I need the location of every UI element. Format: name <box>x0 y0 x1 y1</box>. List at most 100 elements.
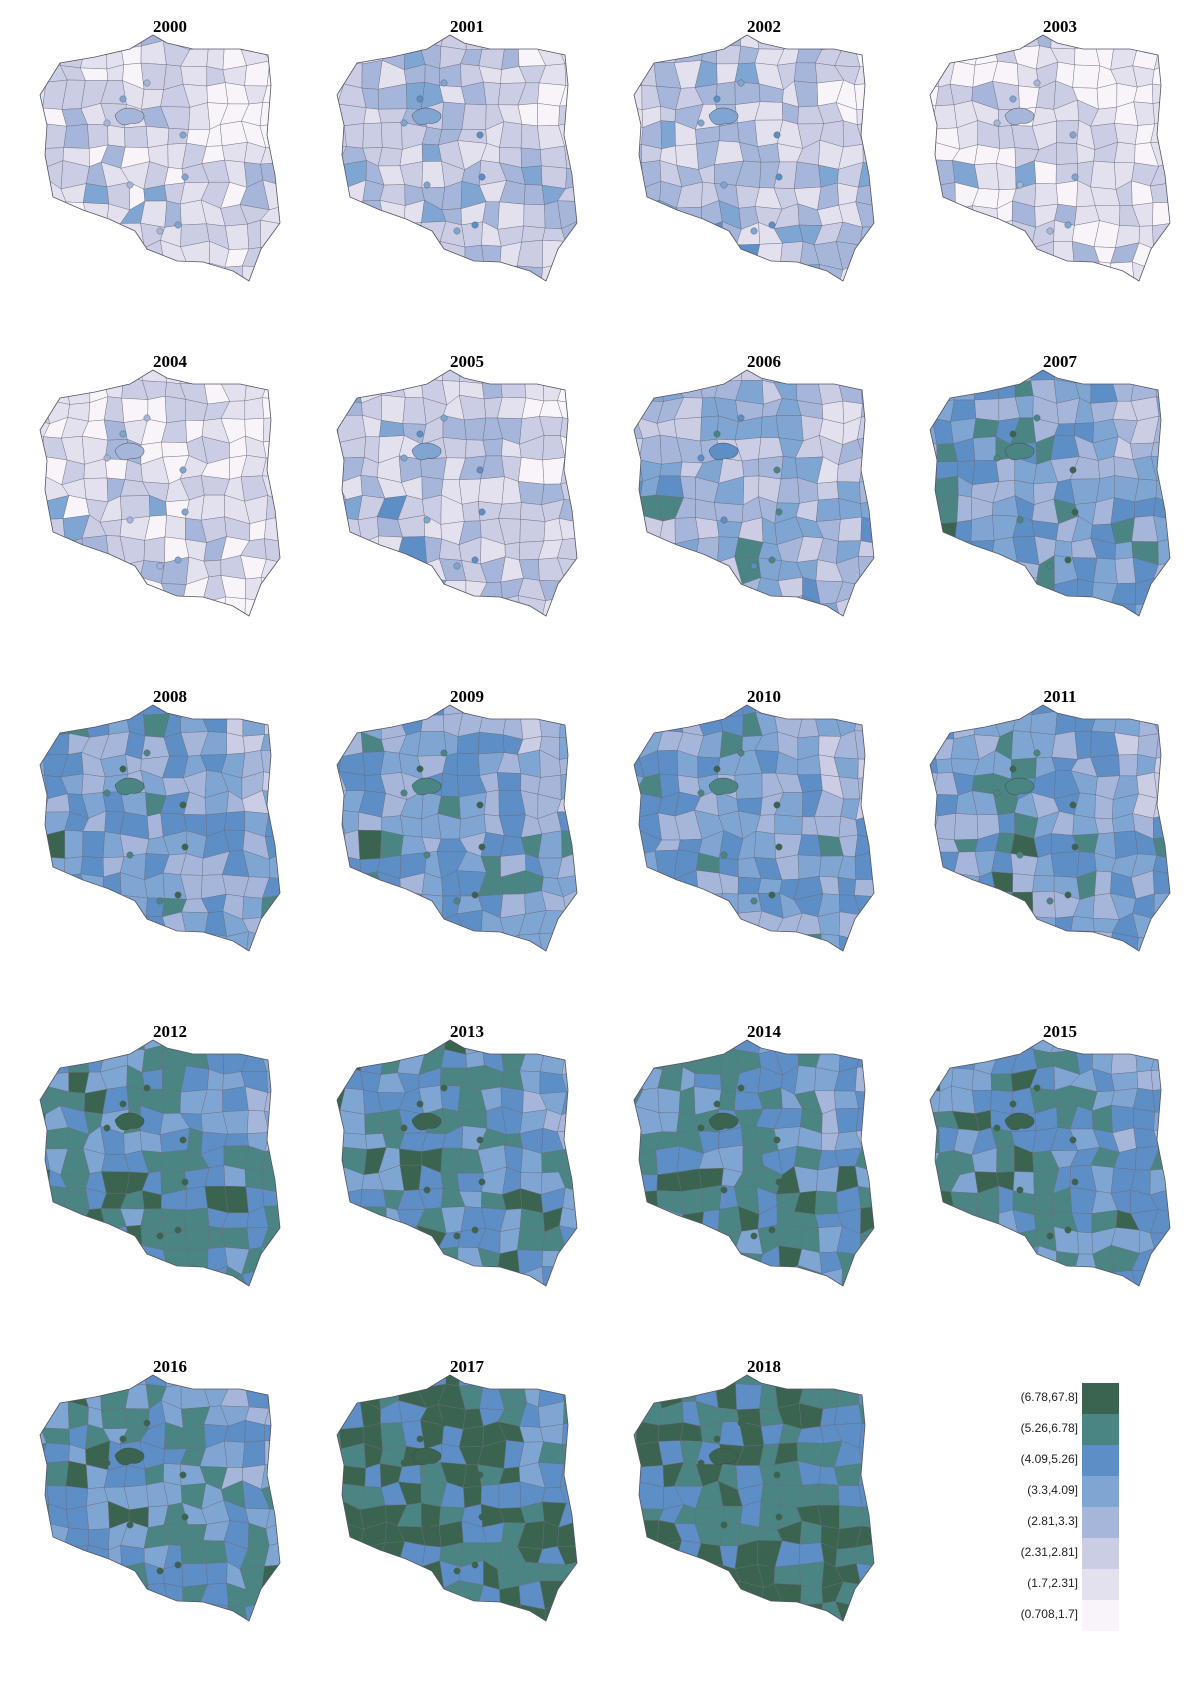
county-region <box>359 1292 382 1312</box>
county-region <box>420 914 444 937</box>
county-region <box>561 1421 577 1446</box>
county-region <box>399 617 424 642</box>
county-region <box>419 576 447 600</box>
county-region <box>259 1602 280 1621</box>
county-region <box>481 376 503 400</box>
county-region <box>40 577 50 602</box>
county-region <box>581 61 605 88</box>
county-region <box>285 1542 306 1565</box>
county-region <box>40 1601 51 1621</box>
county-region <box>634 1065 644 1090</box>
county-region <box>557 950 577 951</box>
county-region <box>950 576 980 604</box>
legend-swatch <box>1082 1507 1119 1538</box>
county-region <box>582 1086 606 1115</box>
county-region <box>659 461 683 477</box>
county-region <box>582 1066 606 1089</box>
county-region <box>561 1580 577 1603</box>
county-region <box>380 830 404 859</box>
county-region <box>714 140 744 165</box>
county-region <box>735 244 761 271</box>
county-region <box>40 1130 47 1150</box>
county-region <box>1171 163 1190 186</box>
country-border <box>39 1039 281 1287</box>
county-region <box>815 498 841 522</box>
county-region <box>164 267 190 281</box>
county-region <box>281 160 309 187</box>
county-region <box>934 896 960 918</box>
city-county <box>471 1226 479 1234</box>
county-region <box>337 597 342 616</box>
county-region <box>990 1089 1013 1115</box>
county-region <box>182 1602 202 1621</box>
county-region <box>288 121 304 145</box>
county-region <box>634 949 641 951</box>
map-panel: 2005 <box>327 340 607 640</box>
county-region <box>1110 261 1135 281</box>
poland-county-map <box>39 34 281 282</box>
county-region <box>40 42 64 66</box>
county-region <box>638 1252 663 1268</box>
county-region <box>737 1287 763 1312</box>
county-region <box>971 260 999 281</box>
county-region <box>84 263 111 281</box>
map-panel: 2000 <box>30 5 310 305</box>
county-region <box>578 1191 603 1210</box>
county-region <box>81 1272 110 1286</box>
county-region <box>223 811 246 831</box>
county-region <box>935 758 954 774</box>
county-region <box>503 1285 525 1286</box>
county-region <box>876 917 900 939</box>
county-region <box>559 718 577 738</box>
county-region <box>1053 598 1078 616</box>
county-region <box>932 851 960 879</box>
county-region <box>1091 712 1117 733</box>
county-region <box>284 1605 310 1628</box>
county-region <box>938 1288 959 1311</box>
panel-year-title: 2008 <box>153 687 187 706</box>
county-region <box>584 1544 601 1563</box>
county-region <box>1051 264 1080 281</box>
county-region <box>951 896 973 915</box>
county-region <box>558 264 577 281</box>
county-region <box>930 185 935 205</box>
county-region <box>581 183 602 203</box>
county-region <box>340 1285 361 1286</box>
county-region <box>876 1066 901 1093</box>
city-county <box>1016 516 1024 524</box>
county-region <box>1055 180 1078 208</box>
county-region <box>288 894 308 911</box>
county-region <box>357 952 381 980</box>
county-region <box>1012 873 1035 893</box>
county-region <box>338 934 360 951</box>
county-region <box>564 910 577 934</box>
county-region <box>101 1620 130 1621</box>
county-region <box>996 1144 1015 1173</box>
county-region <box>634 830 644 860</box>
panel-year-title: 2003 <box>1043 17 1077 36</box>
panel-year-title: 2015 <box>1043 1022 1077 1041</box>
county-region <box>104 458 128 480</box>
poland-county-map <box>633 1374 875 1622</box>
city-county <box>400 119 408 127</box>
county-region <box>1093 282 1114 310</box>
county-region <box>1179 421 1190 439</box>
county-region <box>440 772 460 798</box>
county-region <box>990 1073 1013 1092</box>
county-region <box>580 84 605 105</box>
county-region <box>338 1399 364 1430</box>
county-region <box>972 950 994 951</box>
county-region <box>442 437 467 459</box>
county-region <box>802 280 824 281</box>
county-region <box>737 893 763 914</box>
county-region <box>337 1447 342 1468</box>
county-region <box>834 1090 859 1110</box>
county-region <box>201 1624 230 1644</box>
county-region <box>1070 478 1101 505</box>
county-region <box>714 582 743 605</box>
county-region <box>164 288 186 306</box>
panel-year-title: 2005 <box>450 352 484 371</box>
county-region <box>1174 873 1190 893</box>
city-county <box>416 1100 424 1108</box>
county-region <box>44 555 65 580</box>
